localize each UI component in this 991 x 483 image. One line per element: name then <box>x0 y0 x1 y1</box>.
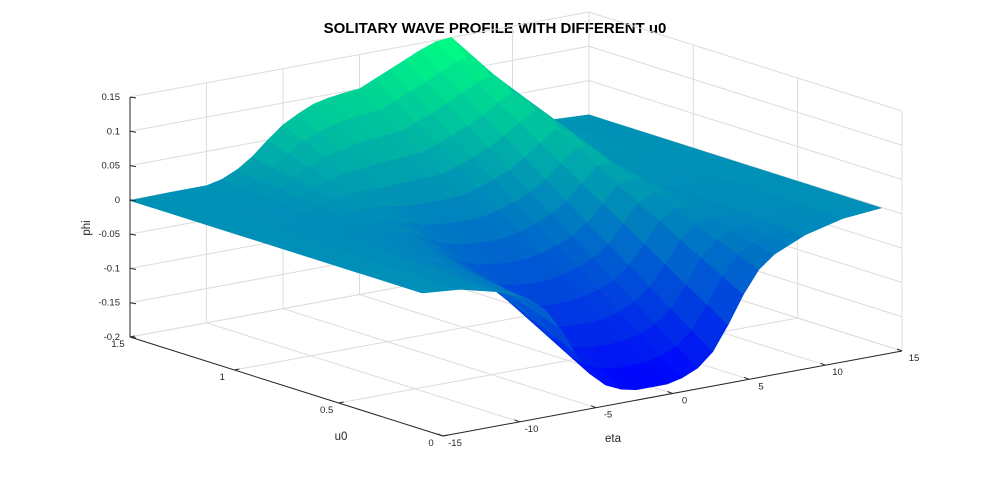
z-tick-label: 0 <box>115 195 120 206</box>
grid-line <box>206 322 520 423</box>
grid-line <box>129 11 590 98</box>
x-tick-mark <box>820 362 826 366</box>
grid-line <box>588 45 903 146</box>
axes: -15 -10 -5 0 5 10 15 0 0.5 1 1.5-0.2 -0.15 -0.1 -0.05… <box>98 92 919 449</box>
x-tick-label: -5 <box>604 410 612 421</box>
x-tick-mark <box>896 348 903 352</box>
z-tick-mark <box>129 165 137 168</box>
z-tick-mark <box>129 302 137 305</box>
y-tick-mark <box>442 434 449 437</box>
x-tick-label: 0 <box>682 396 687 407</box>
x-tick-label: 10 <box>832 367 843 378</box>
z-tick-mark <box>129 233 137 236</box>
y-tick-label: 0.5 <box>320 405 333 416</box>
grid-line <box>588 80 903 181</box>
z-tick-mark <box>129 336 137 339</box>
z-tick-label: 0.05 <box>102 161 121 172</box>
y-tick-label: 1.5 <box>111 339 124 350</box>
z-tick-label: -0.05 <box>98 229 120 240</box>
z-tick-mark <box>129 96 137 99</box>
z-tick-label: 0.15 <box>102 92 121 103</box>
x-tick-label: -15 <box>448 438 462 449</box>
y-tick-label: 1 <box>220 372 225 383</box>
z-tick-mark <box>129 267 137 270</box>
y-tick-label: 0 <box>428 438 433 449</box>
x-tick-mark <box>743 376 750 380</box>
y-tick-mark <box>234 368 240 371</box>
surface-patch <box>820 200 883 219</box>
wave-surface <box>128 37 883 391</box>
y-axis-label: u0 <box>335 431 348 443</box>
grid-line <box>588 11 903 112</box>
chart-title: SOLITARY WAVE PROFILE WITH DIFFERENT u0 <box>324 20 667 37</box>
x-tick-mark <box>514 419 520 423</box>
z-tick-label: 0.1 <box>107 126 120 137</box>
z-tick-label: -0.15 <box>98 298 120 309</box>
x-tick-label: -10 <box>525 424 539 435</box>
grid-line <box>282 308 597 409</box>
x-tick-mark <box>667 391 673 394</box>
x-tick-label: 5 <box>758 381 763 392</box>
z-tick-label: -0.2 <box>104 332 120 343</box>
z-tick-mark <box>129 130 137 133</box>
y-axis-line <box>129 336 444 437</box>
z-axis-label: phi <box>81 220 93 235</box>
x-tick-label: 15 <box>909 353 920 364</box>
x-axis-label: eta <box>605 433 622 445</box>
x-tick-mark <box>590 405 597 409</box>
y-tick-mark <box>338 401 344 404</box>
z-tick-mark <box>129 199 137 202</box>
x-tick-mark <box>437 433 444 437</box>
z-tick-label: -0.1 <box>104 263 120 274</box>
